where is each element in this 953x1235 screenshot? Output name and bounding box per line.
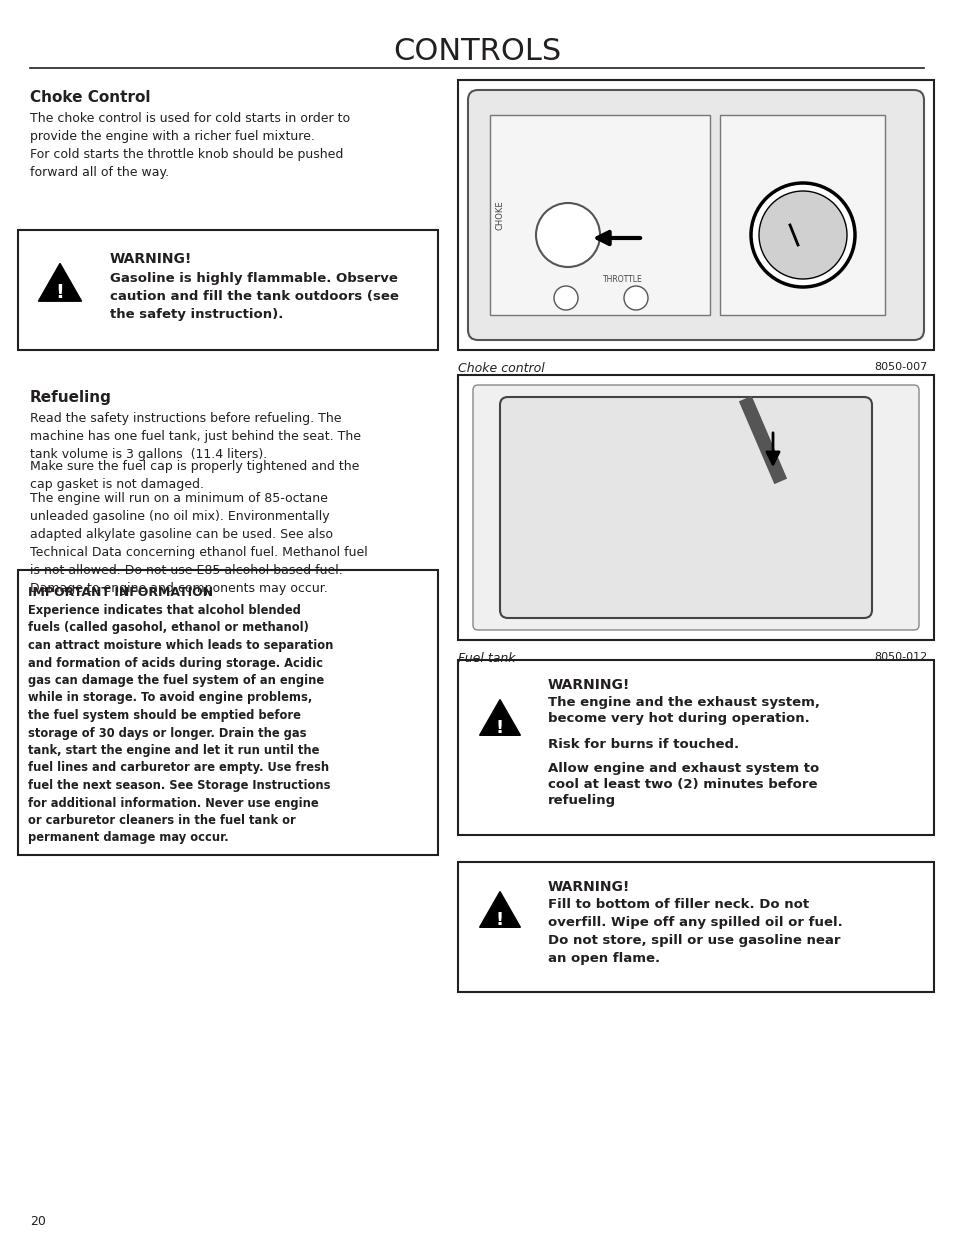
Text: Make sure the fuel cap is properly tightened and the
cap gasket is not damaged.: Make sure the fuel cap is properly tight… [30, 459, 359, 492]
FancyBboxPatch shape [490, 115, 709, 315]
Text: Gasoline is highly flammable. Observe
caution and fill the tank outdoors (see
th: Gasoline is highly flammable. Observe ca… [110, 272, 398, 321]
Polygon shape [479, 892, 519, 927]
Text: !: ! [496, 719, 503, 737]
Text: become very hot during operation.: become very hot during operation. [547, 713, 809, 725]
Text: !: ! [55, 284, 65, 303]
Text: Read the safety instructions before refueling. The
machine has one fuel tank, ju: Read the safety instructions before refu… [30, 412, 360, 461]
Text: Fill to bottom of filler neck. Do not
overfill. Wipe off any spilled oil or fuel: Fill to bottom of filler neck. Do not ov… [547, 898, 841, 965]
Text: Choke Control: Choke Control [30, 90, 151, 105]
Text: For cold starts the throttle knob should be pushed
forward all of the way.: For cold starts the throttle knob should… [30, 148, 343, 179]
Text: CHOKE: CHOKE [495, 200, 504, 230]
Text: Risk for burns if touched.: Risk for burns if touched. [547, 739, 739, 751]
Circle shape [623, 287, 647, 310]
FancyBboxPatch shape [18, 230, 437, 350]
FancyBboxPatch shape [457, 375, 933, 640]
Circle shape [759, 191, 846, 279]
FancyBboxPatch shape [457, 80, 933, 350]
Text: WARNING!: WARNING! [547, 678, 630, 692]
Text: Refueling: Refueling [30, 390, 112, 405]
Text: The choke control is used for cold starts in order to
provide the engine with a : The choke control is used for cold start… [30, 112, 350, 143]
FancyBboxPatch shape [457, 659, 933, 835]
Circle shape [536, 203, 599, 267]
Text: Fuel tank: Fuel tank [457, 652, 515, 664]
Text: 8050-012: 8050-012 [874, 652, 927, 662]
FancyBboxPatch shape [720, 115, 884, 315]
Polygon shape [479, 699, 519, 735]
Circle shape [750, 183, 854, 287]
FancyBboxPatch shape [18, 571, 437, 855]
Text: The engine will run on a minimum of 85-octane
unleaded gasoline (no oil mix). En: The engine will run on a minimum of 85-o… [30, 492, 367, 595]
Text: IMPORTANT INFORMATION: IMPORTANT INFORMATION [28, 585, 213, 599]
Text: refueling: refueling [547, 794, 616, 806]
FancyBboxPatch shape [468, 90, 923, 340]
FancyBboxPatch shape [499, 396, 871, 618]
Circle shape [554, 287, 578, 310]
FancyBboxPatch shape [473, 385, 918, 630]
Text: cool at least two (2) minutes before: cool at least two (2) minutes before [547, 778, 817, 790]
Polygon shape [38, 263, 82, 301]
Text: !: ! [496, 911, 503, 929]
Text: CONTROLS: CONTROLS [393, 37, 560, 67]
Text: Choke control: Choke control [457, 362, 544, 375]
Text: THROTTLE: THROTTLE [602, 275, 642, 284]
Text: 20: 20 [30, 1215, 46, 1228]
FancyBboxPatch shape [457, 862, 933, 992]
Text: The engine and the exhaust system,: The engine and the exhaust system, [547, 697, 820, 709]
Text: Experience indicates that alcohol blended
fuels (called gasohol, ethanol or meth: Experience indicates that alcohol blende… [28, 604, 333, 845]
Text: WARNING!: WARNING! [547, 881, 630, 894]
Text: Allow engine and exhaust system to: Allow engine and exhaust system to [547, 762, 819, 776]
Text: 8050-007: 8050-007 [874, 362, 927, 372]
Text: WARNING!: WARNING! [110, 252, 193, 266]
